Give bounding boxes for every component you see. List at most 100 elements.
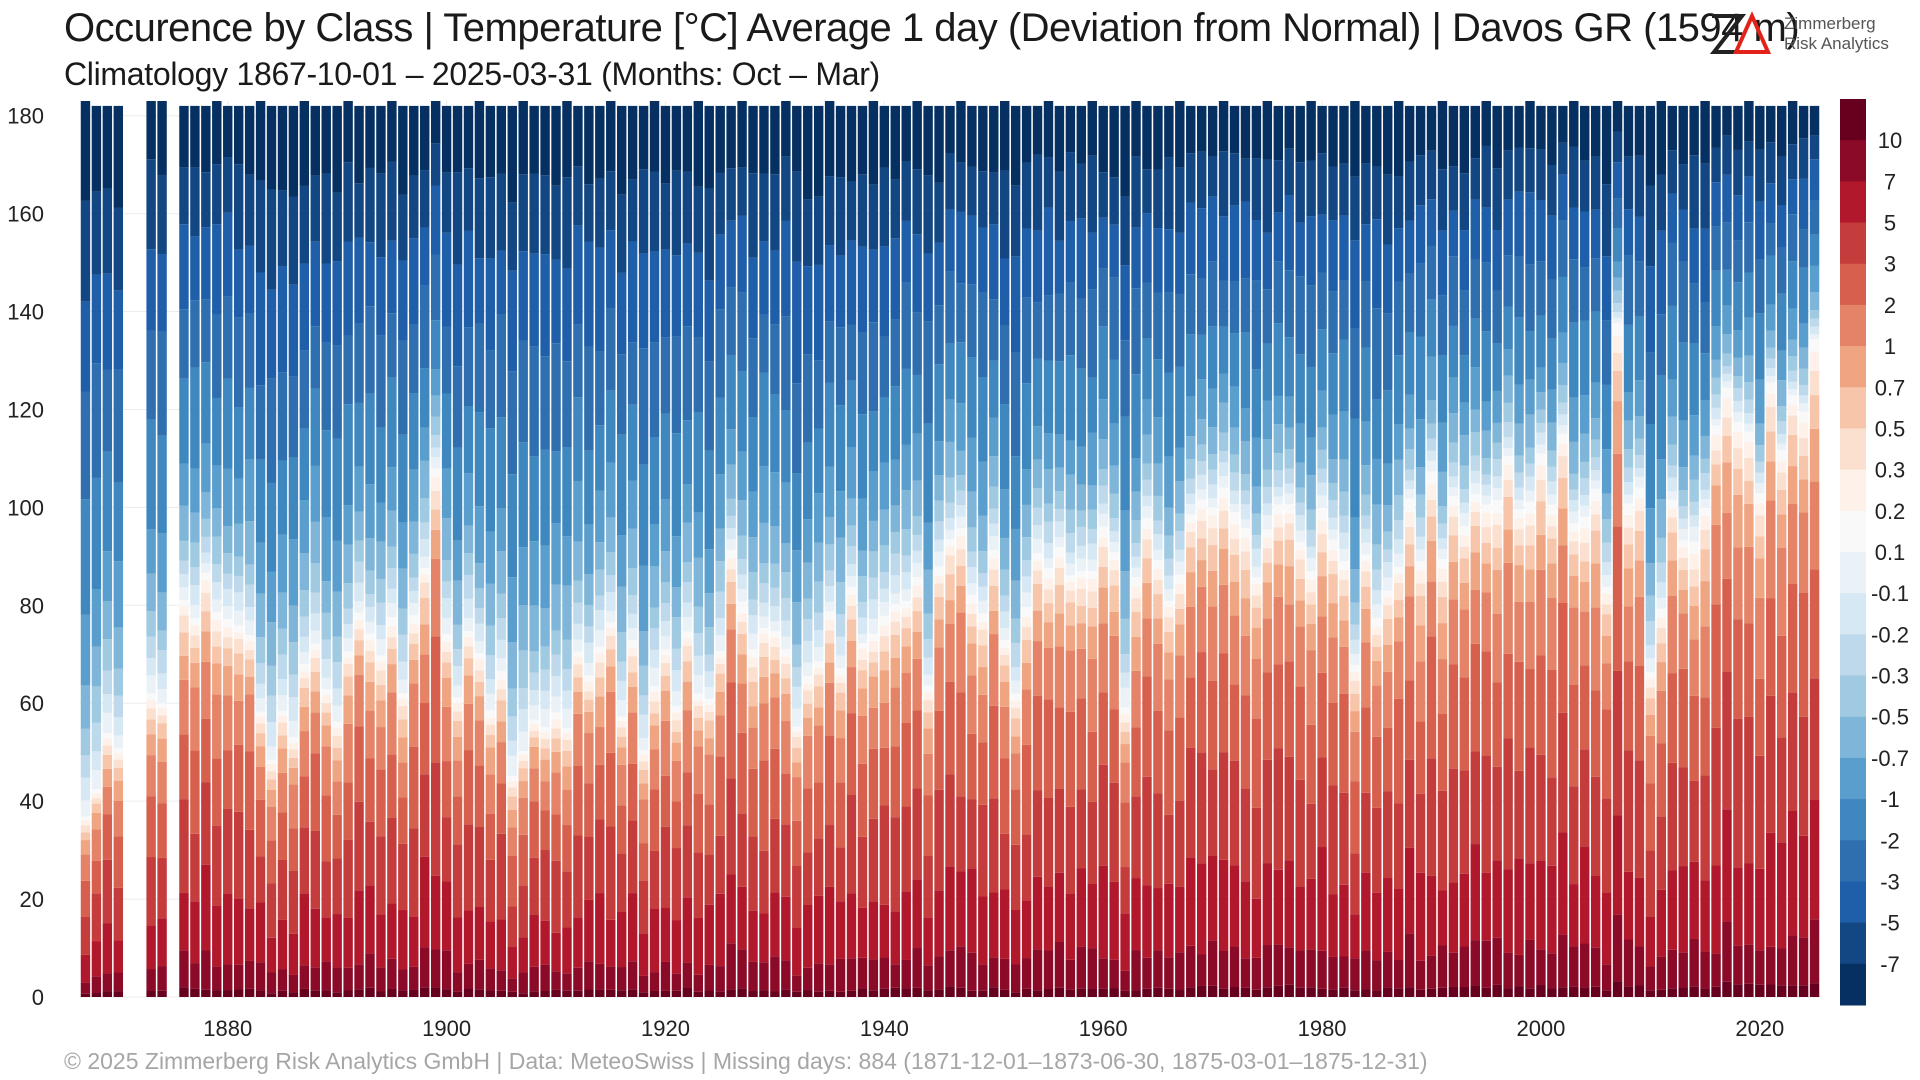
bar-2007-cm5 — [1612, 162, 1623, 199]
bar-1940-c03 — [879, 636, 890, 652]
bar-1889-c03 — [321, 703, 331, 713]
bar-1982-cmlow — [1339, 105, 1349, 164]
bar-1945-cm02 — [934, 539, 944, 552]
bar-2004-c5 — [1580, 846, 1590, 944]
bar-1900-cmlow — [441, 105, 452, 173]
bar-1978-cmlow — [1295, 105, 1305, 163]
bar-1983-c2 — [1350, 781, 1360, 854]
bar-1984-c7 — [1361, 950, 1371, 990]
bar-2024-c7 — [1798, 937, 1809, 986]
bar-1887-c02 — [299, 671, 310, 679]
bar-1996-cm3 — [1492, 290, 1502, 344]
bar-1908-c10 — [529, 991, 539, 997]
bar-1922-c02 — [682, 638, 693, 646]
bar-1901-cm01 — [452, 685, 463, 698]
color-scale-label: -0.7 — [1871, 746, 1909, 771]
bar-1889-cm5 — [321, 263, 331, 343]
bar-1911-cm3 — [562, 361, 572, 448]
bar-1944-cmlow — [923, 105, 933, 176]
bar-1964-cm02 — [1142, 495, 1152, 507]
bar-1870-c03 — [113, 759, 124, 768]
bar-1929-c1 — [759, 703, 769, 761]
bar-1918-c01 — [638, 750, 649, 755]
bar-1920-c7 — [660, 961, 671, 991]
bar-1957-c3 — [1065, 806, 1076, 894]
bar-2024-c10 — [1798, 985, 1809, 997]
bar-2021-c1 — [1766, 500, 1776, 599]
bar-1910-cmlow — [551, 105, 561, 186]
bar-1975-cm7 — [1262, 159, 1273, 233]
bar-1900-c3 — [441, 817, 452, 882]
bar-1907-cm02 — [518, 708, 528, 732]
bar-2016-c1 — [1711, 524, 1721, 605]
bar-1890-cm02 — [332, 688, 342, 706]
bar-1990-cm5 — [1426, 199, 1437, 246]
bar-1932-c05 — [792, 748, 802, 763]
bar-1878-cm03 — [201, 536, 211, 553]
bar-1907-c10 — [518, 993, 528, 997]
y-tick-label: 20 — [20, 887, 44, 912]
bar-1913-c3 — [584, 836, 594, 900]
bar-2004-c3 — [1580, 749, 1590, 847]
bar-1876-cm3 — [179, 309, 189, 379]
bar-1911-c02 — [562, 733, 572, 740]
bar-1950-c02 — [989, 558, 999, 570]
bar-1961-cm07 — [1109, 465, 1119, 494]
bar-1886-cm05 — [288, 642, 299, 675]
bar-1945-c05 — [934, 596, 944, 620]
bar-1888-cm5 — [310, 241, 320, 327]
bar-1931-cmlow — [781, 101, 791, 157]
bar-1966-c02 — [1164, 606, 1174, 618]
bar-1924-cm7 — [704, 188, 714, 281]
bar-1947-cm1 — [956, 403, 966, 451]
bar-1874-c05 — [157, 723, 167, 739]
color-swatch-cm1 — [1840, 757, 1866, 800]
bar-1990-cm05 — [1426, 423, 1437, 439]
bar-1954-cm03 — [1032, 507, 1043, 526]
bar-1929-cm07 — [759, 522, 769, 564]
bar-1985-cm2 — [1372, 399, 1382, 459]
bar-1931-cm01 — [781, 636, 791, 650]
bar-1985-c02 — [1372, 626, 1382, 635]
bar-2005-c05 — [1590, 530, 1601, 564]
bar-1956-cm1 — [1054, 434, 1065, 468]
bar-1992-cm3 — [1448, 256, 1459, 326]
bar-2008-c5 — [1623, 871, 1634, 940]
bar-2000-cm3 — [1536, 261, 1546, 316]
bar-1943-cm7 — [912, 169, 922, 235]
bar-1921-cm1 — [671, 536, 682, 588]
bar-1910-cm1 — [551, 523, 561, 585]
bar-2011-cm05 — [1656, 537, 1667, 563]
bar-1946-cmlow — [945, 105, 955, 154]
bar-1994-c03 — [1470, 511, 1480, 526]
bar-1927-cm2 — [737, 370, 747, 452]
bar-1921-cm7 — [671, 170, 682, 256]
bar-2010-c3 — [1645, 850, 1656, 917]
bar-2020 — [1755, 105, 1765, 997]
bar-1980-cm7 — [1317, 153, 1327, 215]
bar-1965-cmlow — [1153, 105, 1163, 170]
bar-1888-cm2 — [310, 388, 320, 466]
bar-1941-cm07 — [890, 505, 900, 533]
bar-1985-c7 — [1372, 960, 1382, 991]
bar-2010-cm2 — [1645, 423, 1656, 509]
bar-1900-cm2 — [441, 393, 452, 469]
bar-1904-cm07 — [485, 583, 496, 626]
bar-1913-cm01 — [584, 663, 594, 676]
bar-1883-c01 — [255, 711, 266, 717]
bar-1973-c3 — [1240, 788, 1251, 882]
bar-1878-c2 — [201, 718, 211, 783]
bar-1880 — [223, 105, 233, 997]
bar-1938-c03 — [857, 659, 868, 671]
bar-2020-c5 — [1755, 868, 1765, 951]
bar-1959-c01 — [1087, 570, 1097, 580]
bar-1935-c02 — [824, 619, 835, 631]
bar-2013-cm05 — [1678, 490, 1688, 507]
bar-2006-c1 — [1601, 663, 1612, 710]
bar-1969-cm3 — [1196, 278, 1207, 335]
bar-1969-cm7 — [1196, 151, 1207, 209]
bar-1883-cmlow — [255, 101, 266, 181]
bar-1874-cm01 — [157, 688, 167, 704]
bar-2002-c2 — [1558, 602, 1568, 713]
bar-2007-c01 — [1612, 322, 1623, 336]
